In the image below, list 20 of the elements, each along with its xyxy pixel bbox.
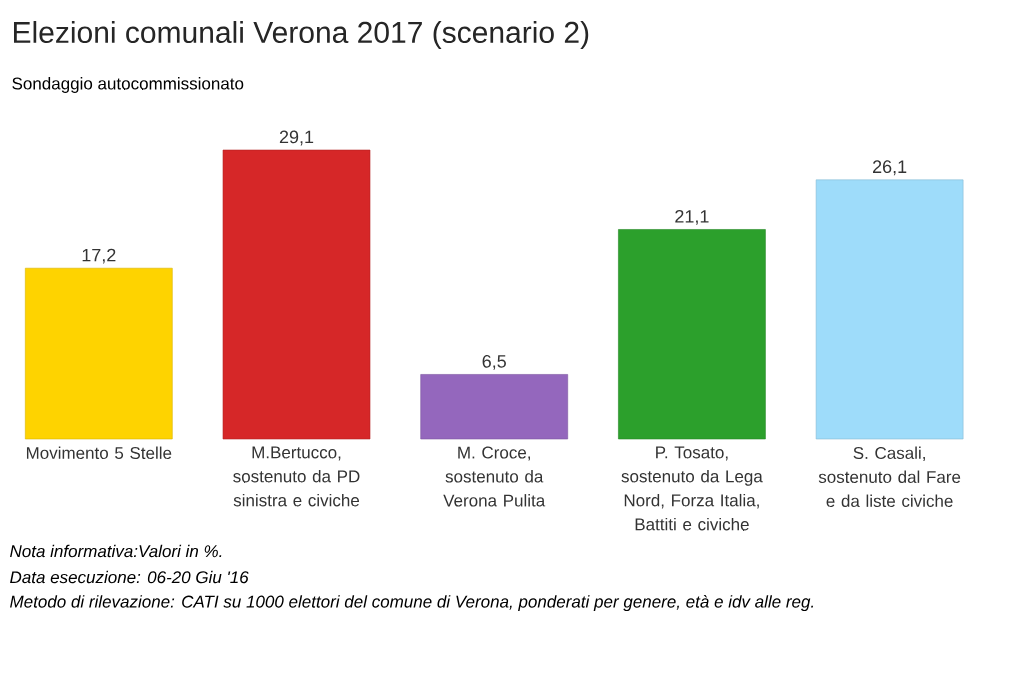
bar [618, 229, 766, 440]
x-tick-label: P. Tosato, sostenuto da Lega Nord, Forza Italia, Battiti e civiche [621, 446, 763, 531]
x-tick-label: Movimento 5 Stelle [26, 446, 172, 460]
x-tick-label: M. Croce, sostenuto da Verona Pulita [443, 446, 546, 507]
bar [25, 267, 173, 440]
x-tick-label: S. Casali, sostenuto dal Fare e da liste civiche [818, 446, 961, 508]
bar [815, 179, 964, 440]
bar [222, 149, 371, 440]
data-label: 21,1 [675, 209, 709, 225]
text: Metodo di rilevazione: CATI su 1000 elettori del comune di Verona, ponderati per genere, età e idv alle reg. [10, 594, 814, 612]
chart-title: Elezioni comunali Verona 2017 (scenario 2) [14, 21, 589, 49]
text: Nota informativa:Valori in %. [10, 544, 222, 558]
data-label: 17,2 [82, 248, 116, 264]
data-label: 26,1 [873, 160, 907, 176]
x-tick-label: M.Bertucco, sostenuto da PD sinistra e civiche [233, 446, 360, 507]
data-label: 6,5 [482, 354, 506, 370]
text: Data esecuzione: 06-20 Giu '16 [10, 570, 249, 584]
bar [420, 374, 569, 440]
chart-subtitle: Sondaggio autocommissionato [12, 77, 244, 93]
data-label: 29,1 [279, 130, 314, 146]
